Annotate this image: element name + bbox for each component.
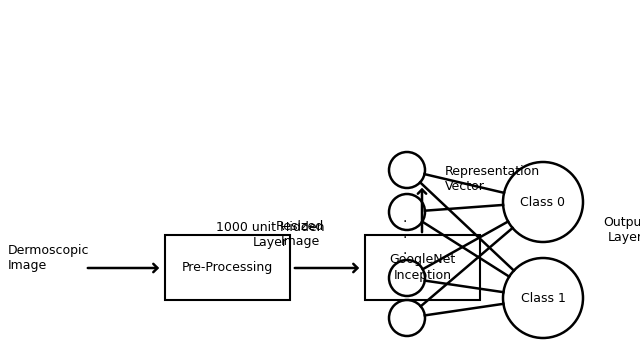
Text: Representation
Vector: Representation Vector xyxy=(445,165,540,193)
Bar xyxy=(165,235,290,300)
Text: Output
Layer: Output Layer xyxy=(604,216,640,244)
Text: 1000 unit Hidden
Layer: 1000 unit Hidden Layer xyxy=(216,221,324,249)
Text: ·
·
·: · · · xyxy=(403,215,407,261)
Text: Resized
Image: Resized Image xyxy=(276,220,324,248)
Text: Pre-Processing: Pre-Processing xyxy=(182,261,273,274)
Text: Class 1: Class 1 xyxy=(520,291,565,304)
Bar xyxy=(365,235,480,300)
Text: Dermoscopic
Image: Dermoscopic Image xyxy=(8,244,90,272)
Text: Class 0: Class 0 xyxy=(520,196,566,209)
Text: GoogleNet
Inception: GoogleNet Inception xyxy=(389,253,456,282)
